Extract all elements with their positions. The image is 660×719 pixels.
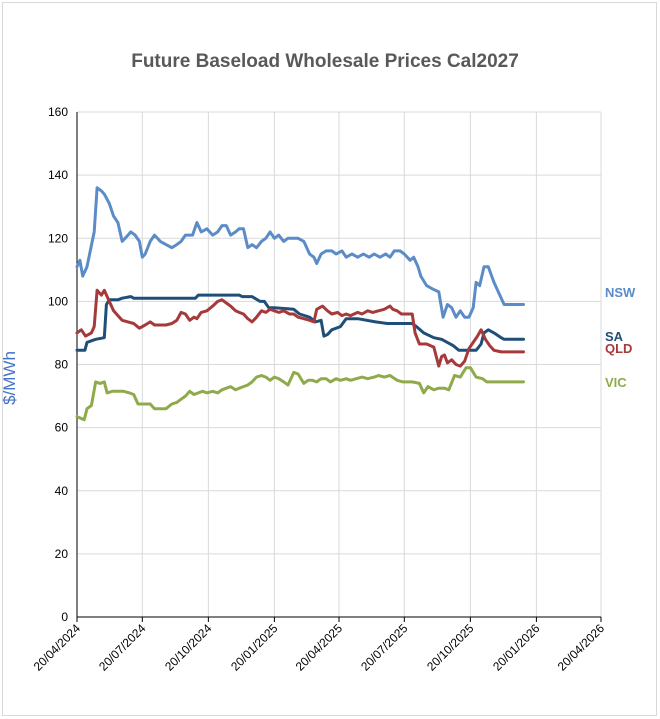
x-tick-label: 20/01/2026 [490,621,543,674]
y-tick-label: 140 [48,168,68,182]
series-line-vic [75,366,525,422]
y-tick-label: 80 [55,358,69,372]
x-tick-label: 20/04/2026 [555,621,608,674]
x-tick-label: 20/10/2024 [162,621,215,674]
x-tick-label: 20/10/2025 [424,621,477,674]
x-tick-label: 20/04/2024 [31,621,84,674]
y-tick-label: 160 [48,105,68,119]
chart-title: Future Baseload Wholesale Prices Cal2027 [131,51,519,72]
series-line-sa [75,293,525,352]
x-tick-label: 20/07/2024 [96,621,149,674]
y-tick-label: 60 [55,421,69,435]
x-tick-label: 20/01/2025 [228,621,281,674]
x-tick-label: 20/04/2025 [293,621,346,674]
series-line-nsw [75,186,525,319]
y-tick-label: 20 [55,547,69,561]
y-tick-label: 40 [55,484,69,498]
x-tick-label: 20/07/2025 [358,621,411,674]
series-label-nsw: NSW [605,285,636,300]
series-label-qld: QLD [605,341,632,356]
series-label-vic: VIC [605,375,627,390]
y-tick-label: 100 [48,294,68,308]
series-label-sa: SA [605,329,624,344]
y-tick-label: 120 [48,231,68,245]
series-line-qld [75,288,525,368]
gridlines [77,111,602,617]
y-tick-label: 0 [61,610,68,624]
series-lines [75,186,525,422]
